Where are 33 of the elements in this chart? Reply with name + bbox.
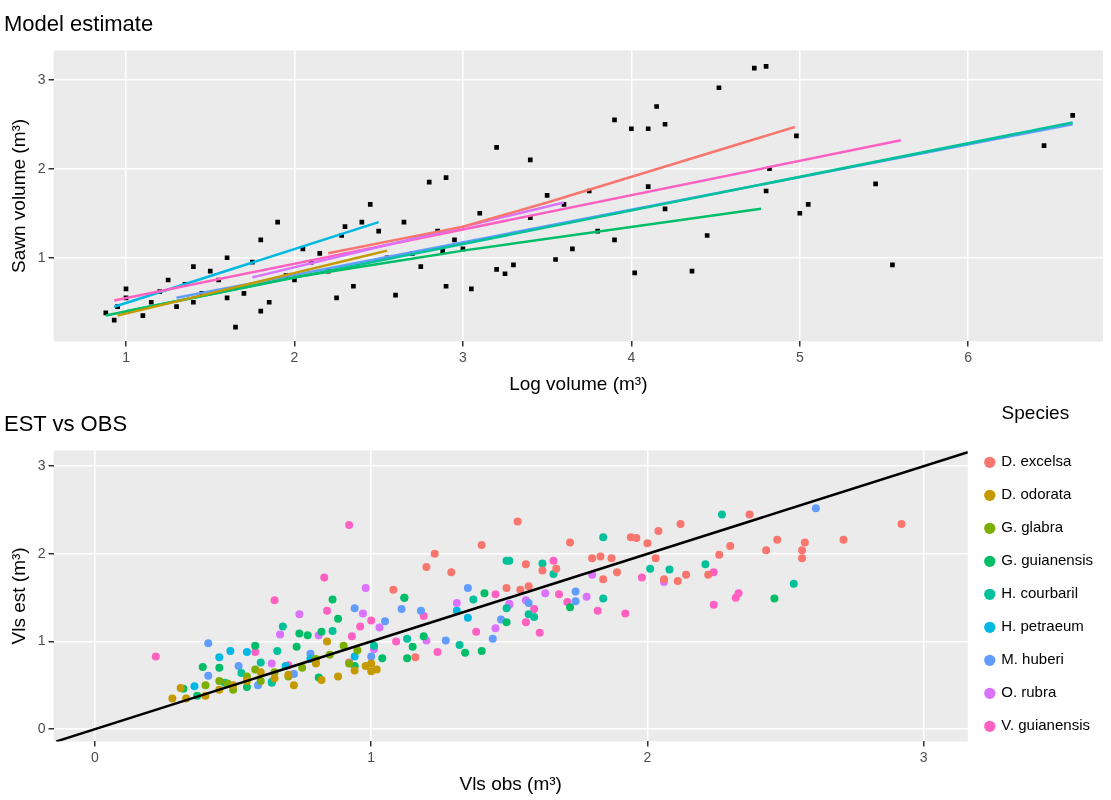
x-axis-title: Vls obs (m³)	[459, 772, 562, 794]
x-tick-label: 3	[459, 348, 468, 365]
chart-title: EST vs OBS	[4, 411, 128, 437]
legend-label: V. guianensis	[1001, 716, 1090, 734]
chart-title: Model estimate	[4, 11, 154, 37]
legend-label: D. odorata	[1001, 485, 1072, 503]
legend-title: Species	[1001, 401, 1070, 423]
x-tick-label: 2	[643, 748, 652, 765]
y-tick-label: 3	[37, 457, 46, 474]
x-tick-label: 3	[919, 748, 928, 765]
y-tick-label: 2	[37, 159, 46, 176]
x-tick-label: 1	[122, 348, 131, 365]
legend-label: H. courbaril	[1001, 584, 1078, 602]
y-tick-label: 3	[37, 70, 46, 87]
y-axis-title: Sawn volume (m³)	[7, 118, 29, 273]
legend-label: M. huberi	[1001, 650, 1064, 668]
y-tick-label: 1	[37, 248, 46, 265]
legend-label: G. guianensis	[1001, 551, 1094, 569]
x-tick-label: 4	[627, 348, 636, 365]
x-axis-title: Log volume (m³)	[509, 372, 648, 394]
x-tick-label: 5	[795, 348, 804, 365]
y-tick-label: 0	[37, 719, 46, 736]
legend-label: G. glabra	[1001, 518, 1064, 536]
y-axis-title: Vls est (m³)	[7, 547, 29, 645]
y-tick-label: 2	[37, 544, 46, 561]
x-tick-label: 6	[964, 348, 973, 365]
x-tick-label: 1	[367, 748, 376, 765]
legend-label: D. excelsa	[1001, 452, 1072, 470]
x-tick-label: 0	[91, 748, 100, 765]
legend-label: O. rubra	[1001, 683, 1057, 701]
legend-label: H. petraeum	[1001, 617, 1084, 635]
x-tick-label: 2	[290, 348, 299, 365]
y-tick-label: 1	[37, 632, 46, 649]
